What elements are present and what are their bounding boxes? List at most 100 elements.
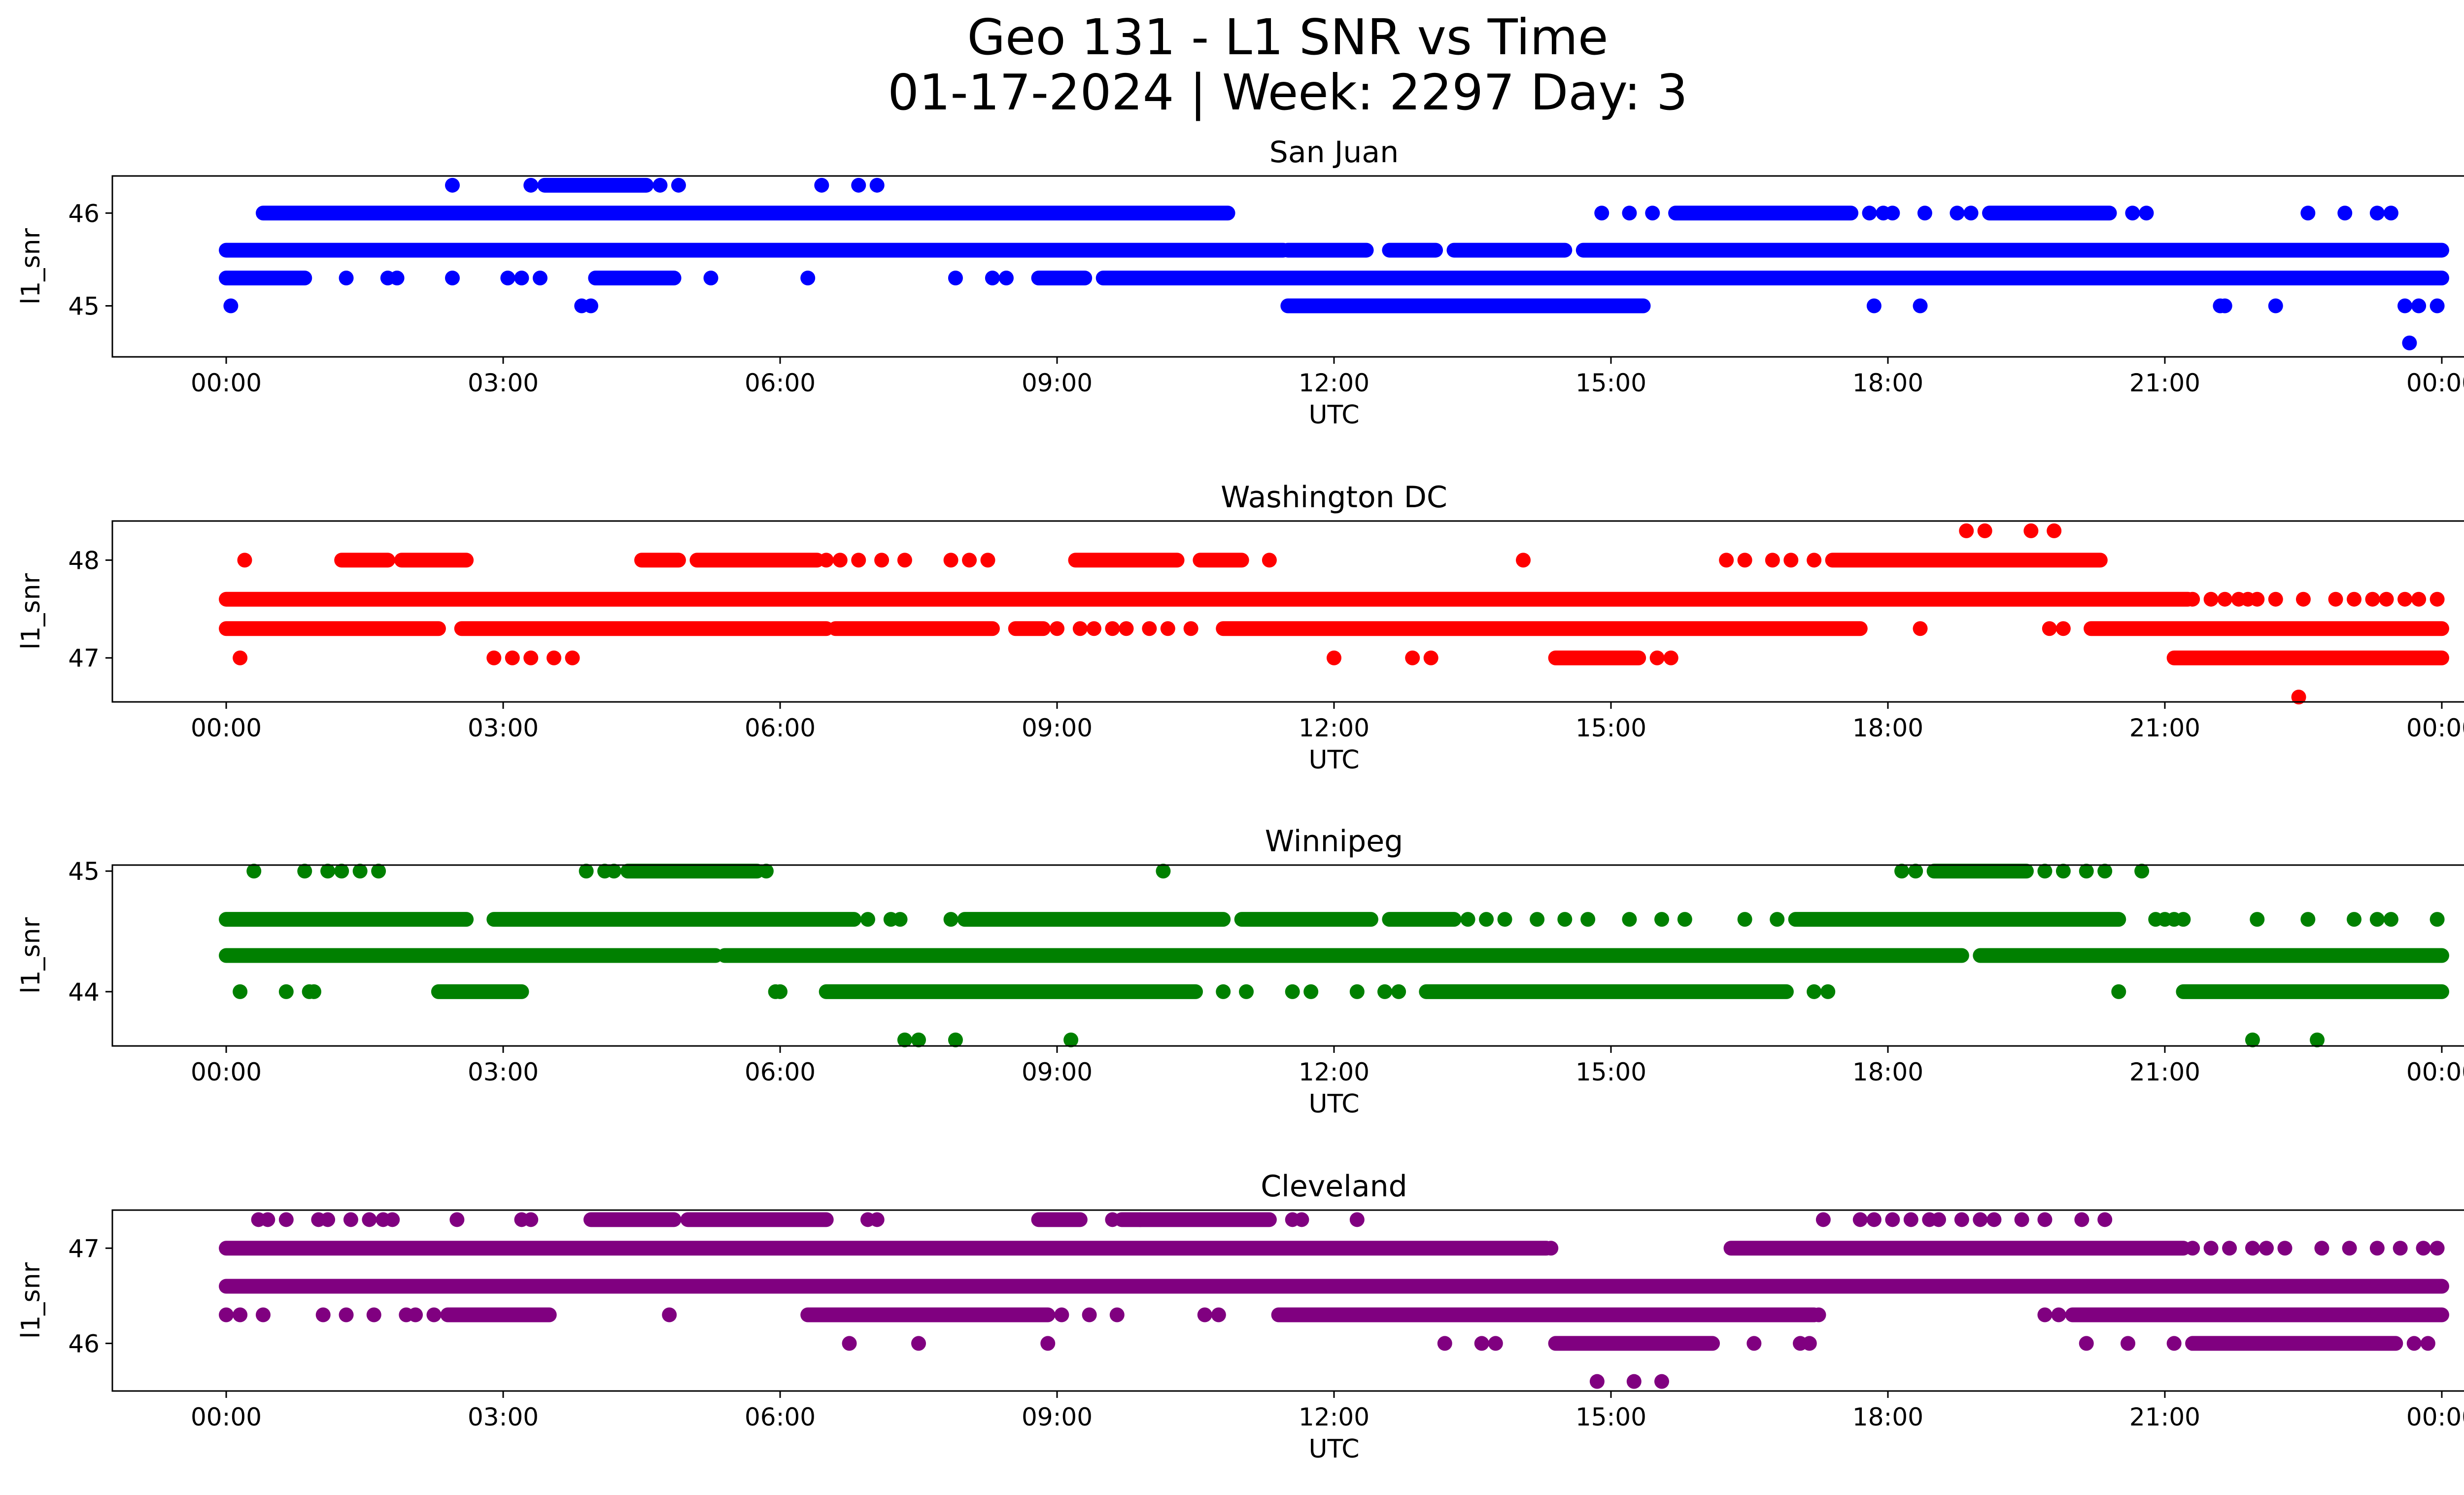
data-point — [2111, 984, 2126, 999]
data-point — [2268, 591, 2283, 607]
data-point-run — [219, 271, 312, 286]
data-point — [1852, 1212, 1868, 1227]
data-point — [828, 1307, 843, 1322]
data-point — [1807, 984, 1822, 999]
data-point-run — [2084, 621, 2449, 636]
data-point — [846, 1307, 861, 1322]
data-point-run — [454, 621, 834, 636]
data-point — [278, 1212, 294, 1227]
subplot-winnipeg: Winnipeg 00:00 03:00 06:00 09:00 12:00 15:00 18… — [16, 824, 2464, 1119]
data-point-run — [1280, 243, 1374, 258]
data-point-run — [1926, 864, 2034, 879]
x-tick-label: 03:00 — [468, 1058, 539, 1086]
data-point-run — [2185, 1336, 2403, 1351]
data-point-run — [1668, 206, 1859, 221]
data-point — [523, 1212, 539, 1227]
data-point — [371, 864, 386, 879]
data-point — [1405, 650, 1420, 665]
data-point — [1770, 912, 1785, 927]
x-tick-label: 06:00 — [745, 1058, 816, 1086]
data-point-run — [819, 984, 1203, 999]
data-point — [1303, 984, 1319, 999]
x-tick-label: 18:00 — [1852, 1058, 1923, 1086]
data-point — [1086, 621, 1101, 636]
data-point-run — [1114, 1212, 1277, 1227]
data-point — [1294, 1212, 1309, 1227]
data-point — [897, 1032, 912, 1047]
data-point-run — [486, 912, 861, 927]
data-point — [1557, 912, 1573, 927]
data-point-run — [2176, 984, 2449, 999]
data-point — [278, 984, 294, 999]
data-point — [2166, 1336, 2182, 1351]
data-point — [943, 912, 958, 927]
data-point — [606, 864, 621, 879]
data-point-run — [1031, 271, 1093, 286]
data-point — [948, 1032, 963, 1047]
data-point — [2014, 1212, 2029, 1227]
data-point — [1285, 984, 1300, 999]
data-point — [874, 553, 890, 568]
data-point — [2250, 591, 2265, 607]
data-point — [2406, 1336, 2422, 1351]
data-point-run — [219, 243, 1291, 258]
data-point — [297, 864, 312, 879]
x-tick-label: 03:00 — [468, 1403, 539, 1431]
data-point — [1885, 1212, 1900, 1227]
data-point-run — [717, 948, 1969, 963]
x-tick-label: 03:00 — [468, 369, 539, 397]
data-point — [1040, 1336, 1056, 1351]
scatter-points — [219, 177, 2449, 350]
data-point — [2037, 1212, 2053, 1227]
data-point — [1783, 553, 1799, 568]
data-point — [1216, 984, 1231, 999]
data-point — [2259, 1241, 2274, 1256]
data-point — [1820, 984, 1836, 999]
x-tick-label: 15:00 — [1575, 1058, 1646, 1086]
data-point — [1239, 984, 1254, 999]
data-point — [1862, 206, 1877, 221]
data-point — [1262, 553, 1277, 568]
data-point — [1811, 1307, 1826, 1322]
data-point-run — [1216, 621, 1868, 636]
data-point — [842, 1336, 857, 1351]
data-point — [523, 177, 539, 193]
x-tick-label: 15:00 — [1575, 714, 1646, 742]
data-point — [851, 553, 866, 568]
data-point — [547, 650, 562, 665]
data-point — [523, 650, 539, 665]
data-point — [237, 553, 252, 568]
data-point — [2268, 298, 2283, 313]
y-axis-label: l1_snr — [16, 1262, 46, 1339]
data-point — [2037, 864, 2053, 879]
subplot-title: San Juan — [1269, 135, 1399, 170]
data-point — [773, 984, 788, 999]
subplot-washington-dc: Washington DC 00:00 03:00 06:00 09:00 12:00 15… — [16, 480, 2464, 775]
data-point — [2397, 298, 2413, 313]
x-tick-label: 03:00 — [468, 714, 539, 742]
data-point-run — [431, 984, 529, 999]
data-point — [579, 864, 594, 879]
data-point — [2079, 864, 2094, 879]
data-point — [2291, 690, 2306, 705]
data-point — [2245, 1032, 2260, 1047]
data-point-run — [1419, 984, 1794, 999]
data-point — [1977, 523, 1992, 538]
data-point-run — [334, 553, 395, 568]
data-point — [1737, 912, 1752, 927]
data-point — [758, 864, 774, 879]
data-point — [2037, 1307, 2053, 1322]
data-point — [1349, 1212, 1365, 1227]
y-tick-label: 46 — [68, 199, 100, 228]
data-point — [1950, 206, 1965, 221]
data-point — [1917, 206, 1932, 221]
data-point — [1663, 650, 1678, 665]
data-point — [703, 271, 719, 286]
data-point — [2222, 1241, 2237, 1256]
data-point — [1719, 553, 1734, 568]
data-point — [1050, 621, 1065, 636]
data-point-run — [1973, 948, 2449, 963]
data-point — [2337, 206, 2353, 221]
data-point — [1963, 206, 1979, 221]
data-point — [860, 912, 875, 927]
